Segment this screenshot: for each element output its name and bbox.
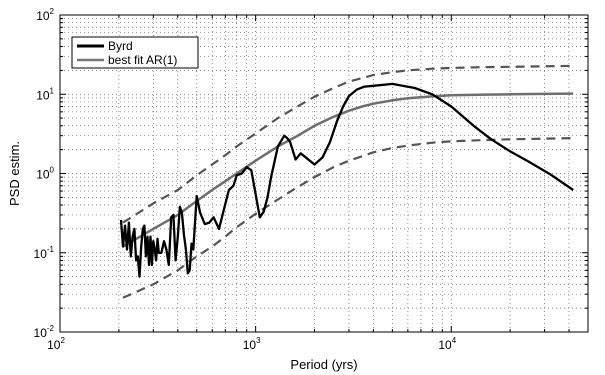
x-tick-label: 102 <box>47 336 65 352</box>
series-byrd-line <box>119 82 574 278</box>
legend-label: best fit AR(1) <box>108 53 177 67</box>
y-tick-label: 10-2 <box>34 324 55 340</box>
grid <box>60 15 588 332</box>
y-tick-label: 10-1 <box>34 245 55 261</box>
x-axis-label: Period (yrs) <box>290 357 357 372</box>
legend-label: Byrd <box>108 39 133 53</box>
y-tick-label: 101 <box>36 86 54 102</box>
series-group <box>119 64 574 299</box>
series-ar1-fit-line <box>122 92 574 248</box>
legend-box <box>71 36 199 69</box>
lower-bound-line <box>122 137 574 299</box>
y-axis-label: PSD estim. <box>7 141 22 206</box>
y-tick-labels: 10-2 10-1 100 101 102 <box>34 7 55 340</box>
y-tick-label: 102 <box>36 7 54 23</box>
x-tick-label: 103 <box>243 336 261 352</box>
x-tick-label: 104 <box>438 336 456 352</box>
x-tick-labels: 102 103 104 <box>47 336 457 352</box>
upper-bound-line <box>122 64 574 224</box>
y-tick-label: 100 <box>36 166 54 182</box>
axis-ticks <box>59 14 589 333</box>
